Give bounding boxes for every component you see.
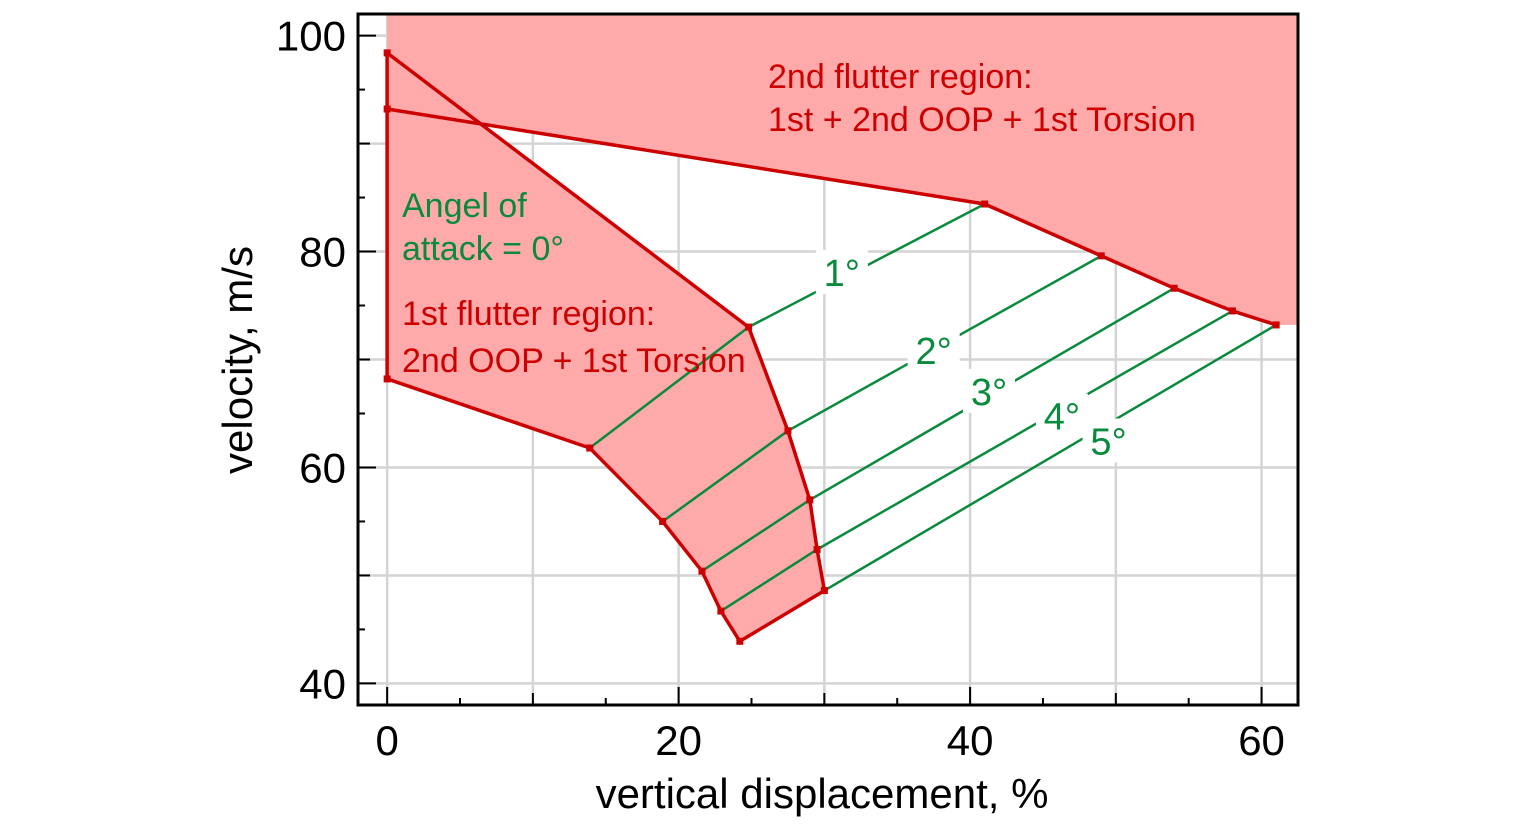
region-2-fill [387, 14, 1299, 325]
boundary-2nd-region [386, 107, 1277, 327]
boundary-marker-5 [1272, 321, 1280, 329]
boundary-markers [383, 49, 1280, 645]
boundary-marker-10 [813, 546, 821, 554]
boundary-marker-16 [586, 444, 594, 452]
x-tick-label-20: 20 [655, 717, 702, 764]
boundary-marker-3 [1170, 284, 1178, 292]
angle-label-bg-5 [1082, 418, 1135, 463]
flutter-region-fills [387, 14, 1299, 642]
boundary-marker-1 [981, 200, 989, 208]
angle-labels: 1° 2° 3° 4°5° [815, 250, 1135, 463]
region1-description: 2nd OOP + 1st Torsion [402, 342, 746, 380]
x-axis-title: vertical displacement, % [596, 770, 1049, 817]
boundary-marker-17 [383, 375, 391, 383]
y-axis-title: velocity, m/s [214, 246, 261, 474]
angle-label-bg-2 [907, 327, 960, 372]
region1-title: 1st flutter region: [402, 295, 655, 333]
region2-title: 2nd flutter region: [768, 58, 1033, 96]
angle-zero-label-line1: Angel of [402, 187, 527, 225]
boundary-marker-6 [383, 49, 391, 57]
y-tick-label-40: 40 [299, 660, 346, 707]
angle-zero-label-line2: attack = 0° [402, 230, 564, 268]
boundary-marker-0 [383, 105, 391, 113]
x-tick-label-60: 60 [1238, 717, 1285, 764]
angle-label-bg-3 [963, 368, 1016, 413]
boundary-marker-15 [659, 517, 667, 525]
boundary-marker-12 [736, 637, 744, 645]
angle-label-bg-4 [1035, 393, 1088, 438]
y-tick-label-80: 80 [299, 229, 346, 276]
angle-label-2: 2° [915, 331, 951, 373]
boundary-marker-9 [806, 496, 814, 504]
region2-description: 1st + 2nd OOP + 1st Torsion [768, 101, 1196, 139]
boundary-marker-13 [717, 607, 725, 615]
region-1-fill [387, 52, 825, 642]
axis-ticks [358, 34, 1263, 705]
boundary-marker-7 [745, 323, 753, 331]
boundary-marker-4 [1228, 307, 1236, 315]
angle-label-3: 3° [971, 372, 1007, 414]
x-tick-label-40: 40 [947, 717, 994, 764]
y-tick-label-60: 60 [299, 444, 346, 491]
x-tick-label-0: 0 [375, 717, 398, 764]
angle-label-5: 5° [1090, 421, 1126, 463]
angle-label-4: 4° [1044, 397, 1080, 439]
boundary-marker-11 [820, 587, 828, 595]
angle-label-1: 1° [824, 253, 860, 295]
angle-label-bg-1 [815, 250, 868, 295]
tick-labels: 0 20 40 60 40 60 80 100 [276, 13, 1285, 764]
boundary-marker-14 [698, 567, 706, 575]
boundary-marker-2 [1097, 252, 1105, 260]
boundary-marker-8 [784, 427, 792, 435]
y-tick-label-100: 100 [276, 13, 346, 60]
